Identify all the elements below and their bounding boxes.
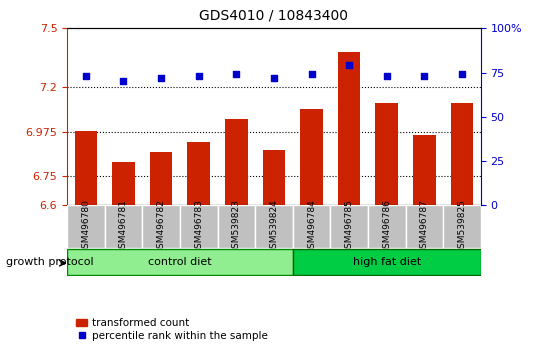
Bar	[300, 109, 323, 205]
Point	[119, 79, 128, 84]
Bar	[225, 119, 248, 205]
FancyBboxPatch shape	[405, 205, 443, 248]
Point	[82, 73, 91, 79]
FancyBboxPatch shape	[180, 205, 217, 248]
FancyBboxPatch shape	[293, 249, 481, 275]
Point	[307, 72, 316, 77]
FancyBboxPatch shape	[293, 205, 330, 248]
FancyBboxPatch shape	[368, 205, 405, 248]
Bar	[376, 103, 398, 205]
Text: GSM496782: GSM496782	[157, 199, 165, 254]
Text: GSM496785: GSM496785	[344, 199, 354, 254]
FancyBboxPatch shape	[143, 205, 180, 248]
Bar	[338, 52, 361, 205]
Bar	[112, 162, 135, 205]
Text: growth protocol: growth protocol	[6, 257, 93, 267]
Bar	[451, 103, 473, 205]
FancyBboxPatch shape	[443, 205, 481, 248]
Point	[420, 73, 429, 79]
Bar	[187, 142, 210, 205]
Point	[457, 72, 466, 77]
Text: GSM539823: GSM539823	[232, 199, 241, 254]
Text: GSM539824: GSM539824	[269, 199, 278, 254]
Title: GDS4010 / 10843400: GDS4010 / 10843400	[200, 9, 348, 23]
FancyBboxPatch shape	[330, 205, 368, 248]
Text: GSM496786: GSM496786	[382, 199, 391, 254]
Text: GSM496787: GSM496787	[420, 199, 429, 254]
Point	[194, 73, 203, 79]
Text: GSM496784: GSM496784	[307, 199, 316, 254]
Legend: transformed count, percentile rank within the sample: transformed count, percentile rank withi…	[72, 314, 272, 345]
Text: GSM496781: GSM496781	[119, 199, 128, 254]
Point	[345, 63, 354, 68]
Bar	[413, 135, 435, 205]
FancyBboxPatch shape	[105, 205, 143, 248]
Bar	[263, 150, 285, 205]
Text: GSM539825: GSM539825	[457, 199, 466, 254]
FancyBboxPatch shape	[67, 205, 105, 248]
Bar	[150, 152, 172, 205]
Point	[232, 72, 241, 77]
Point	[157, 75, 165, 81]
Text: GSM496780: GSM496780	[82, 199, 91, 254]
Point	[382, 73, 391, 79]
Text: high fat diet: high fat diet	[353, 257, 421, 267]
FancyBboxPatch shape	[217, 205, 255, 248]
Bar	[74, 131, 97, 205]
Text: GSM496783: GSM496783	[194, 199, 203, 254]
Point	[269, 75, 278, 81]
Text: control diet: control diet	[148, 257, 212, 267]
FancyBboxPatch shape	[255, 205, 293, 248]
FancyBboxPatch shape	[67, 249, 293, 275]
